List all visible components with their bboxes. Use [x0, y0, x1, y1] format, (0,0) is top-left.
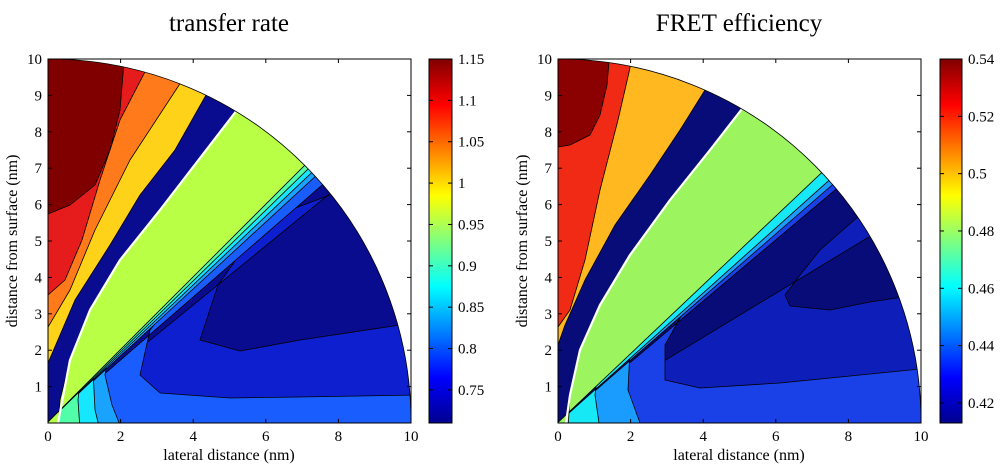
- fret-y-tick-label: 1: [545, 380, 553, 396]
- transfer-y-tick-label: 3: [35, 307, 43, 323]
- fret-colorbar: [939, 58, 963, 424]
- transfer-y-tick-label: 8: [35, 125, 43, 141]
- fret-y-tick-label: 4: [545, 270, 553, 286]
- fret-colorbar-tick-label: 0.46: [968, 281, 995, 297]
- transfer-x-tick-label: 0: [44, 429, 52, 445]
- fret-y-tick-label: 9: [545, 88, 553, 104]
- fret-colorbar-tick-label: 0.52: [968, 109, 994, 125]
- fret-y-tick-label: 10: [537, 52, 552, 68]
- transfer-colorbar-tick-label: 0.8: [458, 342, 477, 358]
- fret-y-tick-label: 8: [545, 125, 553, 141]
- transfer-rate-title: transfer rate: [169, 10, 289, 37]
- transfer-colorbar-tick-label: 1.15: [458, 52, 484, 68]
- fret-x-tick-label: 0: [554, 429, 562, 445]
- fret-colorbar-tick-label: 0.44: [968, 339, 995, 355]
- transfer-y-tick-label: 10: [27, 52, 42, 68]
- fret-colorbar-ticks: 0.42 0.44 0.46 0.48 0.5 0.52 0.54: [940, 52, 995, 412]
- transfer-colorbar-tick-label: 0.95: [458, 217, 484, 233]
- fret-y-tick-label: 5: [545, 234, 553, 250]
- transfer-x-tick-label: 4: [189, 429, 197, 445]
- transfer-band-1: [48, 59, 126, 215]
- transfer-y-tick-label: 9: [35, 88, 43, 104]
- fret-x-tick-label: 8: [845, 429, 853, 445]
- fret-y-tick-label: 3: [545, 307, 553, 323]
- transfer-domain-outline: [47, 58, 412, 424]
- transfer-rate-colorbar: [428, 58, 453, 424]
- fret-colorbar-tick-label: 0.5: [968, 167, 987, 183]
- transfer-y-tick-label: 6: [35, 198, 43, 214]
- fret-y-tick-label: 6: [545, 198, 553, 214]
- transfer-white-contour: [56, 109, 238, 423]
- fret-white-contour: [564, 104, 746, 423]
- fret-x-tick-label: 2: [627, 429, 635, 445]
- transfer-colorbar-tick-label: 0.9: [458, 259, 477, 275]
- transfer-colorbar-tick-label: 0.75: [458, 383, 484, 399]
- fret-x-tick-label: 4: [699, 429, 707, 445]
- fret-x-tick-label: 10: [914, 429, 929, 445]
- transfer-rate-y-axis-label: distance from surface (nm): [4, 155, 21, 328]
- transfer-x-tick-label: 8: [335, 429, 343, 445]
- fret-x-axis-label: lateral distance (nm): [673, 447, 805, 464]
- transfer-x-tick-label: 6: [262, 429, 270, 445]
- transfer-colorbar-tick-label: 1.05: [458, 135, 484, 151]
- transfer-colorbar-tick-label: 1: [458, 176, 466, 192]
- transfer-rate-x-axis-label: lateral distance (nm): [163, 447, 295, 464]
- fret-y-tick-label: 7: [545, 161, 553, 177]
- transfer-y-tick-label: 7: [35, 161, 43, 177]
- transfer-y-tick-label: 5: [35, 234, 43, 250]
- fret-domain-outline: [557, 58, 922, 424]
- transfer-x-tick-label: 2: [117, 429, 125, 445]
- fret-x-tick-label: 6: [772, 429, 780, 445]
- transfer-y-tick-label: 1: [35, 380, 43, 396]
- transfer-y-tick-label: 2: [35, 343, 43, 359]
- fret-y-axis-label: distance from surface (nm): [514, 155, 531, 328]
- fret-colorbar-tick-label: 0.42: [968, 396, 994, 412]
- transfer-colorbar-tick-label: 0.85: [458, 300, 484, 316]
- transfer-colorbar-tick-label: 1.1: [458, 93, 477, 109]
- transfer-rate-colorbar-ticks: 0.75 0.8 0.85 0.9 0.95 1 1.05 1.1 1.15: [429, 52, 484, 399]
- transfer-x-tick-label: 10: [404, 429, 419, 445]
- fret-colorbar-tick-label: 0.48: [968, 224, 994, 240]
- transfer-y-tick-label: 4: [35, 270, 43, 286]
- fret-colorbar-tick-label: 0.54: [968, 52, 995, 68]
- fret-y-tick-label: 2: [545, 343, 553, 359]
- fret-efficiency-title: FRET efficiency: [656, 10, 823, 37]
